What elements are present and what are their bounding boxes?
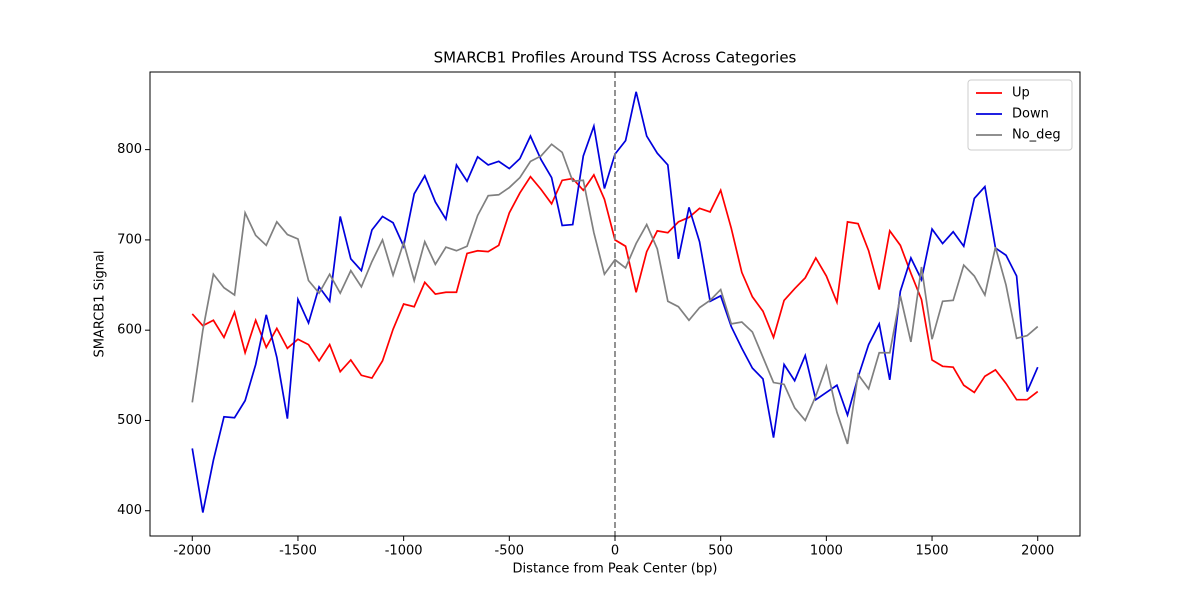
plot-frame: [149, 71, 1081, 537]
x-tick-label: -500: [495, 544, 525, 559]
y-tick-label: 700: [117, 232, 142, 247]
x-tick-label: 0: [611, 544, 619, 559]
legend-label: Down: [1012, 107, 1049, 122]
y-tick-label: 800: [117, 142, 142, 157]
y-tick-label: 400: [117, 503, 142, 518]
legend-box: [967, 79, 1073, 151]
x-tick-label: -1500: [279, 544, 317, 559]
x-tick-label: 500: [708, 544, 733, 559]
y-tick-label: 500: [117, 413, 142, 428]
x-tick-label: 2000: [1021, 544, 1054, 559]
y-tick-label: 600: [117, 323, 142, 338]
legend-label: No_deg: [1012, 128, 1061, 143]
x-axis-label: Distance from Peak Center (bp): [513, 562, 718, 577]
y-axis-label: SMARCB1 Signal: [93, 250, 108, 357]
x-tick-label: 1000: [810, 544, 843, 559]
chart-title: SMARCB1 Profiles Around TSS Across Categ…: [434, 49, 797, 67]
x-tick-label: 1500: [915, 544, 948, 559]
legend-label: Up: [1012, 86, 1030, 101]
line-series: [191, 143, 1039, 445]
x-tick-label: -2000: [173, 544, 211, 559]
x-tick-label: -1000: [385, 544, 423, 559]
